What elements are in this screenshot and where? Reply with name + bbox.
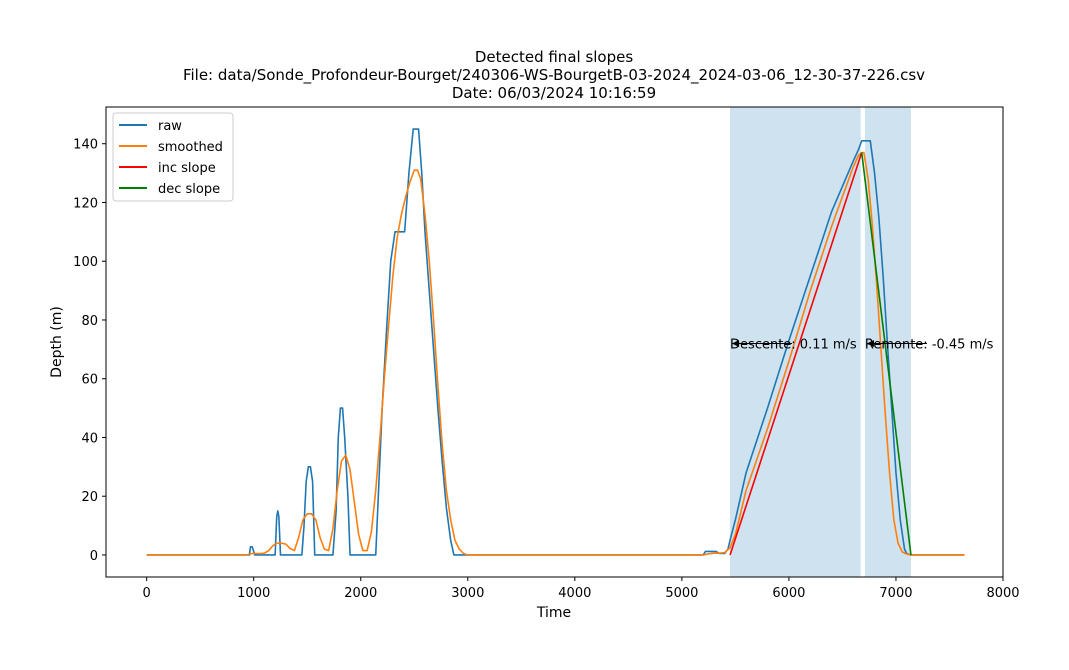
title-line-2: File: data/Sonde_Profondeur-Bourget/2403… (183, 66, 925, 85)
series-line-raw (146, 128, 965, 556)
y-axis-label: Depth (m) (49, 306, 65, 378)
x-tick-label: 6000 (772, 586, 805, 601)
y-tick-label: 80 (81, 314, 98, 329)
x-axis-label: Time (536, 605, 571, 621)
x-axis: 0 1000 2000 3000 4000 5000 6000 7000 8000 (143, 577, 1020, 601)
plot-frame (105, 106, 1004, 578)
series-line-dec-slope (860, 152, 912, 556)
legend: raw smoothed inc slope dec slope (112, 112, 234, 202)
legend-label-dec-slope: dec slope (158, 182, 220, 197)
x-tick-label: 1000 (237, 586, 270, 601)
annotation-arrowhead-2 (866, 339, 874, 347)
y-axis: 0 20 40 60 80 100 120 140 (73, 138, 106, 564)
y-tick-label: 40 (81, 431, 98, 446)
legend-box (112, 112, 234, 202)
annotation-layer: Descente: 0.11 m/s Remonte: -0.45 m/s (730, 337, 994, 352)
title-line-1: Detected final slopes (475, 48, 634, 66)
y-tick-label: 140 (73, 138, 98, 153)
y-tick-label: 60 (81, 373, 98, 388)
y-tick-label: 120 (73, 196, 98, 211)
series-line-inc-slope (729, 152, 863, 556)
series-layer (146, 128, 965, 556)
x-tick-label: 4000 (558, 586, 591, 601)
x-tick-label: 8000 (986, 586, 1019, 601)
x-tick-label: 0 (143, 586, 151, 601)
annotation-label-1: Descente: 0.11 m/s (730, 337, 857, 352)
x-tick-label: 3000 (451, 586, 484, 601)
legend-label-raw: raw (158, 119, 182, 134)
annotation-arrowhead-1 (732, 339, 740, 347)
x-tick-label: 5000 (665, 586, 698, 601)
x-tick-label: 7000 (879, 586, 912, 601)
y-tick-label: 100 (73, 255, 98, 270)
y-tick-label: 20 (81, 490, 98, 505)
legend-label-smoothed: smoothed (158, 140, 223, 155)
x-tick-label: 2000 (344, 586, 377, 601)
legend-label-inc-slope: inc slope (158, 161, 216, 176)
chart-title: Detected final slopes File: data/Sonde_P… (183, 48, 925, 102)
annotation-label-2: Remonte: -0.45 m/s (865, 337, 994, 352)
y-tick-label: 0 (90, 549, 98, 564)
title-line-3: Date: 06/03/2024 10:16:59 (452, 84, 656, 102)
